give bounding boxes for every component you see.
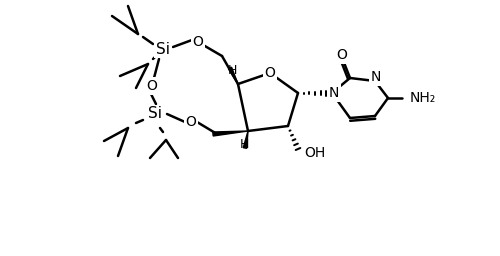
- Text: O: O: [264, 66, 276, 80]
- Polygon shape: [228, 67, 238, 84]
- Text: OH: OH: [304, 146, 325, 160]
- Text: H: H: [240, 138, 248, 152]
- Text: Si: Si: [148, 106, 162, 122]
- Text: N: N: [371, 70, 381, 84]
- Text: N: N: [329, 86, 339, 100]
- Text: NH₂: NH₂: [410, 91, 436, 105]
- Polygon shape: [213, 131, 248, 136]
- Polygon shape: [244, 131, 248, 148]
- Text: O: O: [192, 35, 203, 49]
- Text: Si: Si: [156, 41, 170, 57]
- Text: O: O: [186, 115, 196, 129]
- Text: H: H: [228, 65, 236, 78]
- Text: O: O: [146, 79, 158, 93]
- Text: O: O: [336, 48, 347, 62]
